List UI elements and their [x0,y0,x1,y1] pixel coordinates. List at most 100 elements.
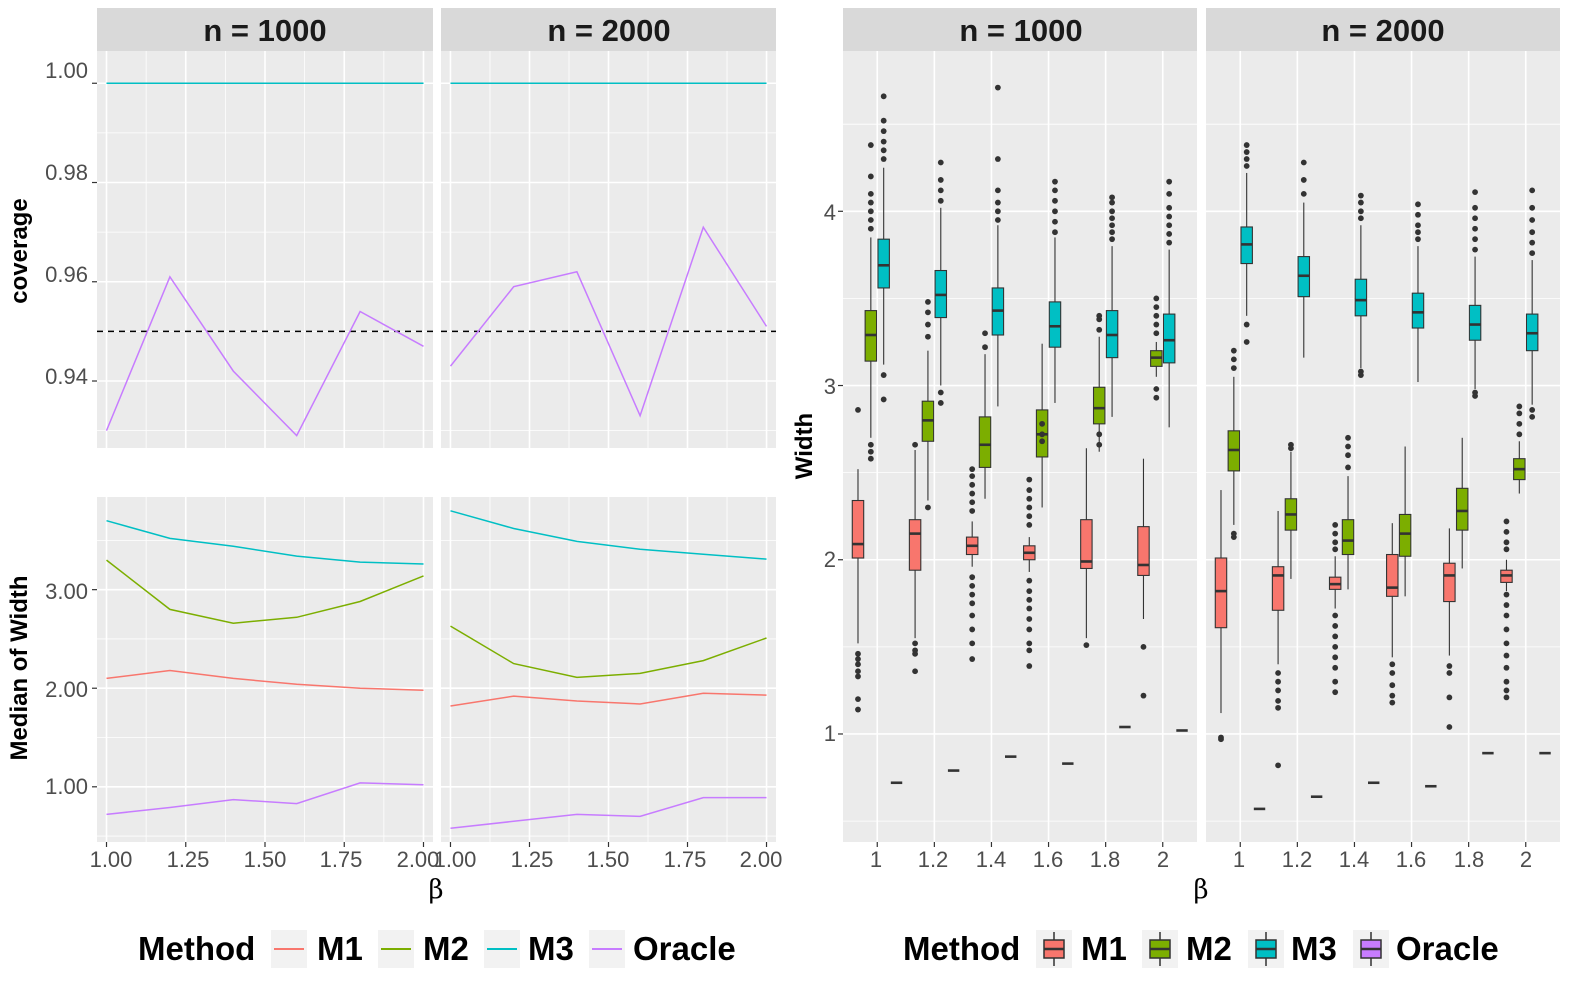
box-body [1411,292,1425,329]
xtick-label: 1.4 [976,847,1007,872]
outlier-point [969,499,976,506]
outlier-point [1415,229,1421,236]
outlier-point [969,591,976,598]
strip-width-n2000: n = 2000 [1321,13,1444,48]
series-line-oracle [106,782,424,816]
box-body [1341,519,1355,556]
box-m3 [877,93,890,403]
outlier-point [1503,539,1510,546]
outlier-point [925,321,931,328]
series-line-m1 [106,669,424,691]
legend-title: Method [903,930,1020,967]
xtick-label: 1.2 [1282,847,1313,872]
outlier-point [912,441,918,448]
outlier-point [994,217,1001,223]
outlier-point [1052,187,1058,194]
strip-cov-n2000: n = 2000 [547,13,670,48]
outlier-point [880,117,887,124]
outlier-point [1230,534,1237,540]
ytick-label: 2.00 [45,677,88,702]
outlier-point [1153,330,1160,337]
box-m3 [1240,142,1253,345]
box-m3 [1411,201,1425,383]
xtick-label: 1.6 [1033,847,1064,872]
outlier-point [1026,596,1033,603]
series-line-m2 [106,559,424,624]
xtick-label: 1.50 [587,847,630,872]
outlier-point [1166,178,1173,185]
outlier-point [880,372,887,378]
outlier-point [1052,197,1058,204]
box-m2 [1092,312,1106,452]
outlier-point [1026,577,1033,584]
outlier-point [855,673,861,680]
outlier-point [1472,225,1478,232]
outlier-point [1345,443,1351,450]
outlier-point [912,640,918,647]
outlier-point [1529,204,1536,211]
ytick-label: 1.00 [45,58,88,83]
outlier-point [1026,495,1033,502]
box-body [1354,278,1368,317]
series-line-oracle [450,796,767,829]
outlier-point [1109,222,1115,229]
outlier-point [1026,616,1033,622]
box-m1 [1023,476,1036,669]
y-axis-title-width: Width [791,413,818,479]
outlier-point [1275,704,1281,711]
facet-strip [1206,8,1560,51]
box-body [1443,562,1456,603]
box-body [877,238,890,289]
outlier-point [1529,413,1536,420]
outlier-point [982,344,988,351]
box-body [1214,557,1228,629]
outlier-point [1503,694,1510,701]
xtick-label: 2 [1520,847,1532,872]
outlier-point [1153,304,1160,311]
outlier-point [1503,678,1510,685]
outlier-point [1446,694,1453,701]
outlier-point [982,330,988,337]
box-m1 [1386,523,1399,706]
legend-label-oracle: Oracle [1396,930,1499,967]
box-m2 [1341,434,1355,590]
legend-label-m1: M1 [317,930,363,967]
outlier-point [969,466,976,473]
outlier-point [1243,156,1250,162]
xtick-label: 1.75 [664,847,707,872]
box-m1 [1500,518,1513,701]
legend-label-m3: M3 [1291,930,1337,967]
outlier-point [925,504,931,511]
outlier-point [1503,687,1510,694]
outlier-point [867,199,874,206]
outlier-point [867,217,874,223]
outlier-point [880,128,887,135]
xtick-label: 1.8 [1454,847,1485,872]
outlier-point [969,574,976,581]
outlier-point [1529,217,1536,223]
outlier-point [1026,640,1033,647]
outlier-point [1503,652,1510,659]
box-body [1092,386,1106,425]
outlier-point [1332,654,1339,661]
legend-label-m2: M2 [423,930,469,967]
panel-background [843,51,1197,842]
legend-key-oracle-box [1353,930,1389,968]
outlier-point [1026,647,1033,654]
outlier-point [1472,393,1478,399]
outlier-point [1166,222,1173,229]
outlier-point [1332,522,1339,528]
series-line-oracle [449,225,768,418]
outlier-point [1026,522,1033,528]
outlier-point [1332,643,1339,650]
ytick-label: 4 [824,200,836,225]
box-m2 [1035,343,1049,508]
outlier-point [880,147,887,154]
legend-left: Method M1 M2 M3 Oracle [138,930,736,968]
box-m3 [1162,178,1176,428]
outlier-point [867,455,874,462]
outlier-point [1275,697,1281,704]
outlier-point [1153,394,1160,401]
outlier-point [969,490,976,497]
outlier-point [1243,142,1250,148]
